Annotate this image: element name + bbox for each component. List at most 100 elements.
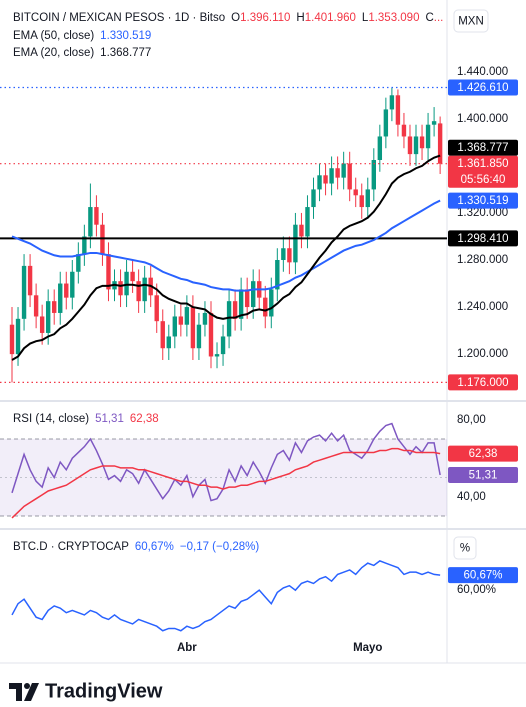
- candle-body: [323, 175, 328, 184]
- axis-unit[interactable]: %: [460, 543, 470, 555]
- series-line: [11, 422, 441, 502]
- symbol-header: BITCOIN / MEXICAN PESOS · 1D · Bitso O1.3…: [13, 12, 443, 24]
- logo-icon: [9, 683, 39, 701]
- candle-body: [39, 316, 45, 333]
- series-line: [11, 154, 441, 361]
- currency-box[interactable]: [453, 9, 489, 33]
- candle-body: [208, 312, 214, 357]
- y-tick-label: 1.400.000: [457, 113, 508, 125]
- price-axis: 1.440.000 1.400.000 1.320.000 1.280.000 1.24…: [448, 66, 518, 596]
- ohlc-key: C: [425, 12, 433, 24]
- ohlc-value: 1.401.960: [305, 12, 356, 24]
- candle-body: [154, 295, 159, 322]
- y-tick-label: 1.240.000: [457, 301, 508, 313]
- price-label-box: [448, 374, 518, 391]
- currency[interactable]: MXN: [458, 16, 484, 28]
- candle-body: [15, 318, 21, 355]
- price-label: 1.298.410: [457, 233, 508, 245]
- candle-body: [70, 271, 75, 298]
- candle-body: [226, 301, 232, 337]
- candle-body: [202, 312, 208, 325]
- btcd-legend: BTC.D · CRYPTOCAP 60,67% −0,17 (−0,28%): [13, 541, 259, 553]
- countdown-label: 05:56:40: [461, 174, 506, 186]
- candle-body: [178, 316, 184, 325]
- y-tick-label: 1.200.000: [457, 348, 508, 360]
- candle-body: [335, 168, 340, 178]
- legend-value: 51,31: [95, 413, 124, 425]
- candle-body: [419, 136, 425, 149]
- candle-body: [100, 224, 105, 255]
- legend-name: EMA (20, close): [13, 47, 94, 59]
- candle-body: [52, 301, 57, 313]
- candle-body: [142, 277, 147, 302]
- ohlc-key: O: [231, 12, 240, 24]
- legend-value: 1.368.777: [100, 47, 151, 59]
- candle-body: [365, 189, 370, 208]
- price-label-box: [448, 192, 518, 209]
- candle-body: [160, 321, 165, 349]
- price-label-box: [448, 567, 518, 584]
- price-label-box: [448, 79, 518, 96]
- candle-body: [299, 224, 304, 237]
- candle-body: [166, 336, 171, 349]
- candle-body: [407, 136, 413, 155]
- price-label-box: [448, 230, 518, 247]
- candle-body: [82, 236, 87, 255]
- btcd-title: BTC.D · CRYPTOCAP: [13, 541, 129, 553]
- price-label: 1.426.610: [457, 82, 508, 94]
- candle-body: [76, 254, 81, 272]
- price-label-box: [448, 445, 518, 462]
- candle-body: [341, 163, 346, 178]
- price-label: 60,67%: [463, 570, 502, 582]
- price-label: 1.368.777: [457, 142, 508, 154]
- legend-value: 62,38: [130, 413, 159, 425]
- candle-body: [347, 163, 352, 190]
- rsi-title: RSI (14, close): [13, 413, 89, 425]
- candle-body: [33, 295, 39, 317]
- x-tick-label: Abr: [177, 642, 197, 654]
- price-label: 1.330.519: [457, 195, 508, 207]
- candle-body: [27, 265, 33, 296]
- series-line: [11, 199, 441, 292]
- candle-body: [383, 109, 389, 137]
- logo-text: TradingView: [45, 680, 163, 702]
- candle-body: [329, 168, 334, 184]
- plot-area: [0, 86, 447, 632]
- candle-body: [172, 316, 178, 337]
- candle-body: [287, 248, 292, 263]
- price-label: 1.176.000: [457, 377, 508, 389]
- candle-body: [244, 289, 250, 308]
- candle-body: [184, 307, 190, 325]
- candle-body: [251, 281, 256, 308]
- candle-body: [269, 289, 274, 317]
- candle-body: [196, 324, 202, 349]
- candle-body: [214, 354, 220, 357]
- axis-unit-box[interactable]: [453, 536, 477, 560]
- legend-ema50: EMA (50, close) 1.330.519: [13, 30, 151, 42]
- candle-body: [220, 336, 226, 355]
- y-tick-label: 1.280.000: [457, 254, 508, 266]
- y-tick-label: 80,00: [457, 414, 486, 426]
- candle-body: [9, 324, 15, 355]
- ohlc-key: H: [296, 12, 304, 24]
- price-label: 1.361.850: [457, 158, 508, 170]
- candle-body: [94, 207, 99, 225]
- ohlc-key: L: [362, 12, 369, 24]
- legend-name: EMA (50, close): [13, 30, 94, 42]
- rsi-legend: RSI (14, close) 51,31 62,38: [13, 413, 159, 425]
- candle-body: [371, 160, 376, 190]
- candle-body: [437, 123, 443, 164]
- candle-body: [190, 307, 196, 349]
- candle-body: [263, 297, 268, 317]
- candle-body: [281, 248, 286, 260]
- candle-body: [353, 189, 358, 196]
- legend-value: 60,67%: [135, 541, 174, 553]
- candle-body: [124, 271, 129, 296]
- x-tick-label: Mayo: [353, 642, 382, 654]
- candle-body: [64, 283, 69, 298]
- candle-body: [45, 301, 51, 333]
- candle-body: [58, 283, 63, 313]
